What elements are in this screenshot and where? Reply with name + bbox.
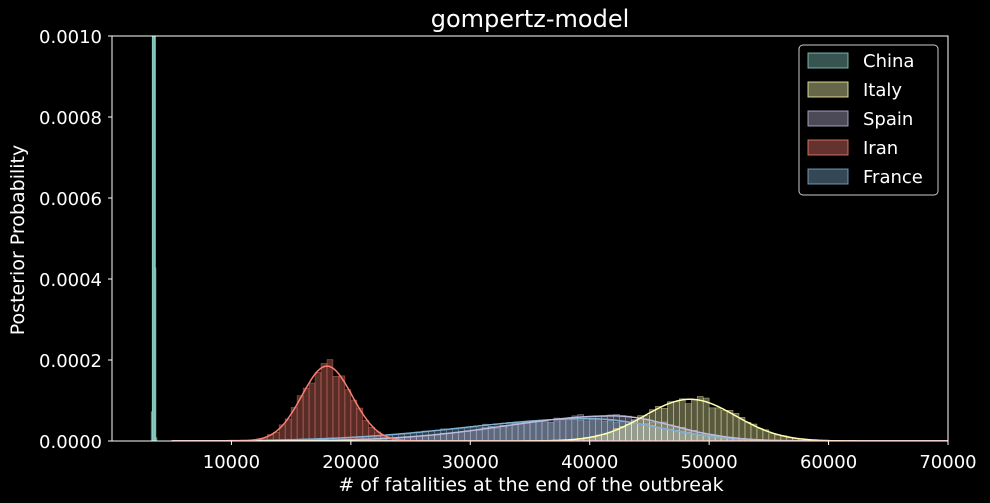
legend-label-spain: Spain	[863, 109, 913, 130]
legend-swatch-iran	[807, 139, 849, 156]
bar-italy	[673, 401, 680, 441]
bar-spain	[535, 421, 543, 441]
bar-italy	[667, 401, 674, 441]
bar-italy	[625, 424, 632, 441]
x-axis-label: # of fatalities at the end of the outbre…	[338, 474, 723, 496]
bar-spain	[559, 419, 567, 441]
y-tick-label: 0.0002	[39, 351, 102, 372]
x-tick-label: 60000	[800, 452, 857, 473]
bar-spain	[529, 421, 537, 441]
bar-italy	[684, 403, 692, 441]
bar-iran	[302, 387, 310, 441]
y-tick-label: 0.0008	[39, 108, 102, 129]
legend-label-france: France	[863, 167, 923, 188]
bar-spain	[499, 425, 507, 441]
y-tick-label: 0.0006	[39, 189, 102, 210]
bar-iran	[344, 389, 352, 441]
plot-area-frame	[111, 35, 949, 442]
bar-spain	[434, 434, 441, 441]
bar-italy	[726, 409, 734, 441]
bar-spain	[446, 433, 453, 441]
bar-iran	[314, 372, 322, 441]
legend: China Italy Spain Iran France	[798, 44, 939, 196]
bar-iran	[308, 382, 316, 441]
legend-swatch-spain	[807, 110, 849, 127]
legend-label-iran: Iran	[863, 138, 898, 159]
x-tick-label: 10000	[203, 452, 260, 473]
x-tick-label: 70000	[919, 452, 976, 473]
legend-swatch-china	[807, 52, 849, 69]
bar-italy	[607, 432, 614, 441]
bar-spain	[541, 420, 549, 441]
x-tick-label: 20000	[322, 452, 379, 473]
bar-italy	[744, 422, 752, 441]
bar-spain	[565, 419, 573, 441]
kde-line-iran	[171, 365, 948, 441]
bar-spain	[547, 421, 555, 441]
bar-spain	[452, 432, 459, 441]
x-tick-label: 50000	[681, 452, 738, 473]
histogram-bars	[149, 36, 859, 441]
legend-label-italy: Italy	[863, 80, 902, 101]
bar-iran	[350, 399, 358, 441]
bar-spain	[553, 417, 561, 441]
y-axis-label: Posterior Probability	[7, 145, 29, 335]
y-tick-label: 0.0004	[39, 270, 102, 291]
y-tick-label: 0.0000	[39, 432, 102, 453]
series-italy	[517, 396, 859, 441]
bar-italy	[655, 405, 662, 441]
bar-iran	[332, 376, 340, 441]
bar-italy	[678, 398, 686, 441]
bar-iran	[362, 420, 370, 441]
legend-swatch-italy	[807, 81, 849, 98]
bar-spain	[464, 430, 471, 441]
bar-iran	[326, 359, 334, 441]
x-tick-label: 40000	[561, 452, 618, 473]
bar-iran	[338, 375, 346, 441]
x-axis-ticks: 10000 20000 30000 40000 50000 60000 70000	[203, 441, 977, 473]
bar-spain	[517, 423, 525, 441]
bar-spain	[523, 422, 531, 441]
bar-spain	[493, 427, 501, 441]
y-tick-label: 0.0010	[39, 27, 102, 48]
bar-spain	[458, 431, 465, 441]
x-tick-label: 30000	[442, 452, 499, 473]
bar-italy	[601, 434, 608, 441]
legend-swatch-france	[807, 168, 849, 185]
y-axis-ticks: 0.0000 0.0002 0.0004 0.0006 0.0008 0.0010	[39, 27, 112, 453]
bar-spain	[469, 429, 477, 441]
legend-label-china: China	[863, 51, 914, 72]
chart-title: gompertz-model	[431, 5, 630, 33]
bar-spain	[475, 429, 483, 441]
bar-iran	[320, 363, 328, 441]
bar-spain	[505, 426, 513, 441]
bar-china	[155, 437, 158, 441]
